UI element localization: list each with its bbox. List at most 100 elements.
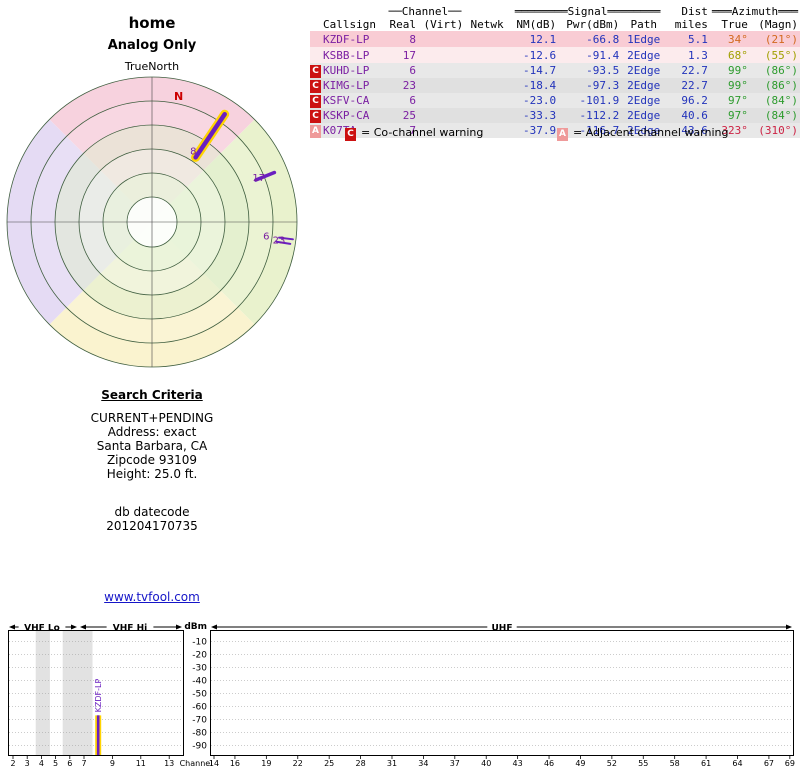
channel-tick-label: 52 (607, 759, 617, 768)
channel-tick-label: 14 (209, 759, 219, 768)
radar-chart: N 8 17 6 23 (6, 76, 298, 368)
cell-magn-azimuth: (84°) (764, 109, 798, 122)
group-header-callsign (321, 5, 385, 18)
warning-badge (310, 47, 321, 60)
cell-real: 23 (402, 79, 416, 92)
legend-co-channel: C = Co-channel warning (345, 126, 483, 141)
cell-true-azimuth: 99° (727, 79, 748, 92)
cell-magn-azimuth: (84°) (764, 94, 798, 107)
cell-true-azimuth: 68° (727, 48, 748, 62)
channel-tick-label: 43 (513, 759, 523, 768)
channel-tick-label: 46 (544, 759, 554, 768)
cell-netwk (465, 78, 509, 93)
warning-badge: C (310, 65, 321, 78)
search-line: Height: 25.0 ft. (106, 467, 198, 481)
channel-tick-label: 49 (575, 759, 585, 768)
channel-tick-label: 22 (293, 759, 303, 768)
channel-tick-label: 11 (136, 759, 146, 768)
cell-pwr: -91.4 (586, 48, 620, 62)
search-line: Santa Barbara, CA (96, 439, 208, 453)
channel-tick-label: 9 (110, 759, 115, 768)
cell-pwr: -66.8 (586, 32, 620, 46)
channel-tick-label: 64 (732, 759, 742, 768)
db-datecode-label: db datecode (114, 505, 190, 519)
search-line: Address: exact (107, 425, 197, 439)
cell-virt (418, 108, 465, 123)
table-row: C KIMG-LP 23 -18.4 -97.3 2Edge 22.7 99° … (310, 78, 800, 93)
table-header-row: Callsign Real (Virt) Netwk NM(dB) Pwr(dB… (310, 18, 800, 31)
cell-nm: -14.7 (523, 64, 557, 77)
table-row: C KSKP-CA 25 -33.3 -112.2 2Edge 40.6 97°… (310, 108, 800, 123)
cell-magn-azimuth: (86°) (764, 79, 798, 92)
channel-tick-label: 16 (230, 759, 240, 768)
tvfool-link[interactable]: www.tvfool.com (104, 590, 200, 604)
dbm-tick-label: -10 (192, 638, 207, 648)
cell-path: 2Edge (627, 79, 661, 92)
cell-pwr: -93.5 (586, 64, 620, 77)
north-label: N (174, 90, 183, 103)
col-header-virt: (Virt) (423, 18, 464, 31)
cell-miles: 40.6 (681, 109, 708, 122)
warning-badge: C (310, 110, 321, 123)
station-markers: 8 17 6 23 (190, 109, 294, 247)
shaded-band (35, 631, 50, 755)
warning-badge: C (310, 80, 321, 93)
dbm-tick-label: -70 (192, 716, 207, 726)
channel-axis-label: Channel (180, 759, 213, 768)
table-row: C KSFV-CA 6 -23.0 -101.9 2Edge 96.2 97° … (310, 93, 800, 108)
channel-tick-label: 2 (10, 759, 15, 768)
warning-badge (310, 31, 321, 44)
signal-bar-label: KZDF-LP (94, 679, 103, 713)
search-line: Zipcode 93109 (106, 453, 198, 467)
cell-callsign: KSKP-CA (323, 109, 370, 122)
cell-nm: -23.0 (523, 94, 557, 107)
orientation-label: TrueNorth (124, 60, 180, 73)
cell-true-azimuth: 34° (727, 32, 748, 46)
cell-miles: 96.2 (681, 94, 708, 107)
cell-virt (418, 47, 465, 63)
cell-path: 2Edge (627, 109, 661, 122)
cell-true-azimuth: 99° (727, 64, 748, 77)
channel-tick-label: 61 (701, 759, 711, 768)
cell-magn-azimuth: (55°) (764, 48, 798, 62)
cell-nm: -37.9 (523, 124, 557, 137)
cell-magn-azimuth: (86°) (764, 64, 798, 77)
cell-magn-azimuth: (310°) (758, 124, 798, 137)
cell-true-azimuth: 323° (721, 124, 748, 137)
cell-virt (418, 63, 465, 78)
channel-tick-label: 40 (481, 759, 491, 768)
cell-real: 6 (409, 64, 416, 77)
cell-netwk (465, 31, 509, 47)
arrow-left-icon (9, 624, 15, 630)
search-line: CURRENT+PENDING (90, 411, 214, 425)
cell-netwk (465, 47, 509, 63)
table-row: C KUHD-LP 6 -14.7 -93.5 2Edge 22.7 99° (… (310, 63, 800, 78)
site-link-wrap: www.tvfool.com (0, 590, 304, 604)
station-ray (278, 236, 294, 241)
channel-tick-label: 37 (450, 759, 460, 768)
channel-tick-label: 3 (25, 759, 30, 768)
group-header-signal: ════════Signal════════ (514, 5, 661, 18)
channel-tick-label: 6 (67, 759, 72, 768)
dbm-tick-label: -50 (192, 690, 207, 700)
cell-nm: -18.4 (523, 79, 557, 92)
channel-tick-label: 5 (53, 759, 58, 768)
channel-tick-label: 69 (785, 759, 795, 768)
group-header-netwk (465, 5, 509, 18)
spectrum-chart: -10 -20 -30 -40 -50 -60 -70 -80 -90 dBm VHF Lo VHF … (8, 622, 795, 768)
cell-nm: 12.1 (529, 32, 557, 46)
station-channel-label: 8 (190, 147, 196, 158)
db-datecode-value: 201204170735 (106, 519, 198, 533)
channel-tick-label: 67 (764, 759, 774, 768)
cell-callsign: KSBB-LP (323, 48, 370, 62)
cell-true-azimuth: 97° (727, 94, 748, 107)
radar-crosshair (7, 77, 297, 367)
cell-path: 1Edge (627, 32, 661, 46)
cell-miles: 1.3 (687, 48, 708, 62)
page-title: home (128, 14, 176, 32)
band-label: VHF Lo (24, 624, 60, 634)
station-ray (275, 240, 292, 245)
warning-badge: A (310, 125, 321, 138)
cell-path: 2Edge (627, 48, 661, 62)
cell-real: 8 (409, 32, 416, 46)
